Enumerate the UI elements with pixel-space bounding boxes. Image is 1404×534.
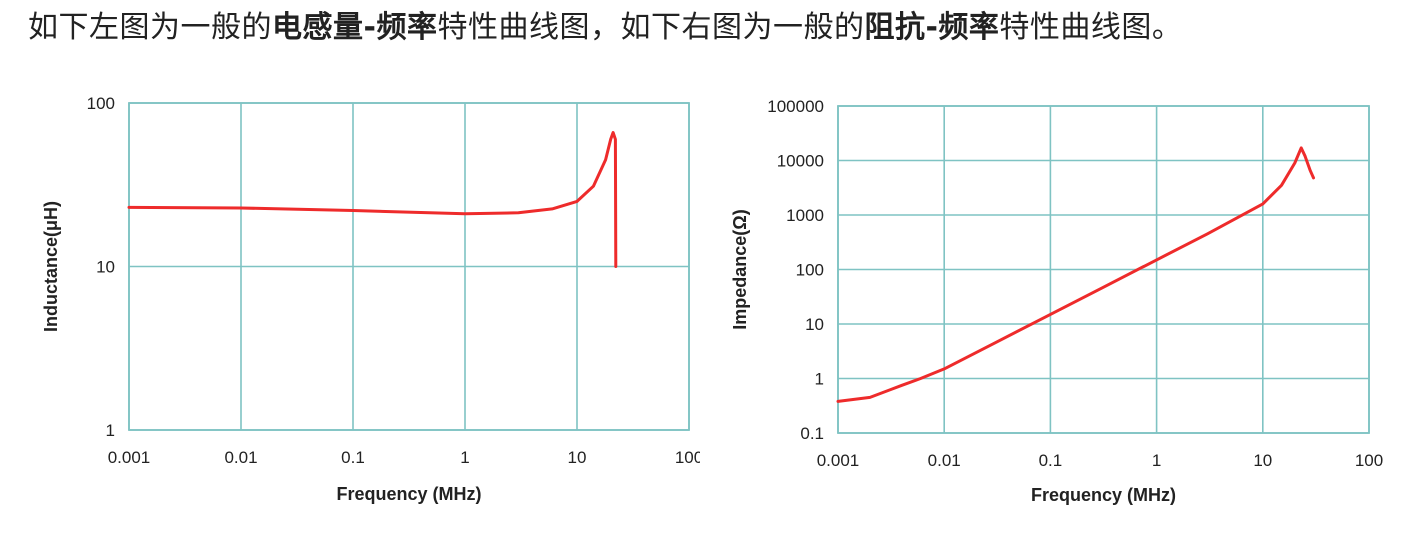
- caption-text-1: 如下左图为一般的: [28, 10, 272, 45]
- inductance-y-tick-label: 1: [106, 421, 115, 440]
- impedance-y-tick-label: 1000: [786, 206, 824, 225]
- inductance-curve: [127, 131, 618, 268]
- impedance-y-tick-label: 10: [805, 315, 824, 334]
- impedance-y-tick-label: 10000: [777, 152, 824, 171]
- inductance-x-tick-label: 100: [675, 448, 700, 467]
- impedance-x-tick-label: 100: [1355, 451, 1383, 470]
- inductance-x-tick-label: 0.001: [108, 448, 151, 467]
- impedance-y-axis-title: Impedance(Ω): [730, 209, 750, 329]
- impedance-curve: [836, 146, 1315, 403]
- impedance-y-tick-label: 100000: [767, 97, 824, 116]
- impedance-y-tick-label: 100: [796, 261, 824, 280]
- caption-text-2: 特性曲线图，如下右图为一般的: [437, 10, 865, 45]
- inductance-plot-frame: [128, 102, 690, 431]
- caption-bold-impedance-frequency: 阻抗-频率: [864, 10, 1000, 45]
- impedance-x-tick-label: 10: [1253, 451, 1272, 470]
- inductance-y-tick-label: 10: [96, 258, 115, 277]
- inductance-x-tick-label: 0.1: [341, 448, 365, 467]
- inductance-x-tick-label: 1: [460, 448, 469, 467]
- impedance-y-tick-label: 1: [815, 370, 824, 389]
- impedance-plot-frame: [837, 105, 1370, 434]
- inductance-y-tick-label: 100: [87, 94, 115, 113]
- impedance-x-tick-label: 0.1: [1039, 451, 1063, 470]
- inductance-frequency-chart: 0.001 0.01 0.1 1 10 100 1 10 100 Frequency (MHz) I…: [41, 94, 700, 504]
- caption-bold-inductance-frequency: 电感量-频率: [272, 10, 438, 45]
- figure-caption: 如下左图为一般的电感量-频率特性曲线图，如下右图为一般的阻抗-频率特性曲线图。: [28, 4, 1398, 52]
- impedance-x-tick-label: 0.01: [928, 451, 961, 470]
- impedance-y-tick-label: 0.1: [800, 424, 824, 443]
- impedance-x-tick-label: 0.001: [817, 451, 860, 470]
- impedance-x-tick-label: 1: [1152, 451, 1161, 470]
- inductance-x-tick-label: 0.01: [224, 448, 257, 467]
- inductance-x-axis-title: Frequency (MHz): [336, 484, 481, 504]
- impedance-x-axis-title: Frequency (MHz): [1031, 485, 1176, 505]
- inductance-y-axis-title: Inductance(μH): [41, 201, 61, 332]
- caption-text-3: 特性曲线图。: [999, 10, 1183, 45]
- inductance-x-tick-label: 10: [568, 448, 587, 467]
